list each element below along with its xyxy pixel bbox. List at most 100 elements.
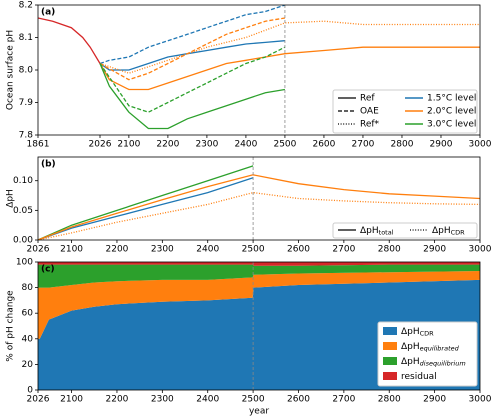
y-tick-label: 100: [16, 258, 33, 268]
legend-name: residual: [401, 372, 437, 382]
legend-label: 3.0°C level: [427, 120, 476, 130]
legend-swatch: [383, 372, 397, 380]
y-axis-label: Ocean surface pH: [6, 30, 16, 110]
x-tick-label: 2800: [391, 140, 414, 150]
line: [99, 40, 285, 71]
legend-swatch: [383, 327, 397, 335]
area: [38, 262, 480, 266]
x-tick-label: 2100: [117, 140, 140, 150]
x-tick-label: 2600: [287, 395, 310, 405]
x-tick-label: 2026: [27, 245, 50, 255]
plot-area: [38, 262, 480, 390]
y-tick-label: 40: [22, 334, 34, 344]
legend-label: Ref: [360, 94, 375, 104]
line: [99, 46, 286, 113]
y-axis-label: % of pH change: [6, 290, 16, 362]
x-tick-label: 2400: [234, 140, 257, 150]
line: [38, 165, 254, 240]
legend-name: ΔpH: [401, 342, 420, 352]
x-axis-label: year: [249, 407, 269, 417]
x-tick-label: 3000: [469, 245, 492, 255]
x-tick-label: 2200: [106, 245, 129, 255]
axes-frame: [37, 261, 481, 391]
x-tick-label: 2200: [106, 395, 129, 405]
x-tick-label: 2026: [89, 140, 112, 150]
legend-label: Ref*: [360, 120, 380, 130]
x-tick-label: 2900: [430, 140, 453, 150]
y-tick-label: 0.10: [13, 176, 33, 186]
line: [38, 177, 254, 240]
x-tick-label: 2500: [242, 245, 265, 255]
panel-label: (c): [41, 265, 55, 275]
plot-area: [38, 5, 480, 130]
area: [38, 279, 480, 390]
legend-box: [377, 321, 478, 387]
y-tick-label: 0: [27, 386, 33, 396]
legend-name: ΔpH: [360, 226, 379, 236]
legend-sub: disequilibrium: [420, 360, 466, 368]
area: [38, 264, 480, 288]
x-tick-label: 2500: [273, 140, 296, 150]
line: [99, 63, 286, 130]
x-tick-label: 2400: [196, 395, 219, 405]
x-tick-label: 2700: [352, 140, 375, 150]
legend-swatch: [383, 357, 397, 365]
y-tick-label: 7.9: [19, 98, 34, 108]
x-tick-label: 2300: [151, 395, 174, 405]
x-tick-label: 2100: [60, 395, 83, 405]
x-tick-label: 2900: [423, 245, 446, 255]
x-tick-label: 3000: [469, 140, 492, 150]
x-tick-label: 2700: [332, 395, 355, 405]
legend-label: ΔpHCDR: [432, 226, 465, 237]
x-tick-label: 2300: [195, 140, 218, 150]
legend-box: [332, 222, 478, 239]
legend-sub: total: [379, 229, 394, 237]
legend-label: ΔpHdisequilibrium: [401, 357, 466, 368]
line: [38, 191, 480, 240]
y-tick-label: 7.8: [19, 131, 34, 141]
y-tick-label: 0.00: [13, 236, 33, 246]
x-tick-label: 1861: [27, 140, 50, 150]
line: [99, 46, 480, 91]
y-tick-label: 20: [22, 360, 34, 370]
line: [99, 20, 480, 74]
legend-name: ΔpH: [401, 327, 420, 337]
line: [99, 17, 286, 81]
x-tick-label: 2700: [332, 245, 355, 255]
panel-label: (b): [41, 160, 56, 170]
panel-label: (a): [41, 8, 55, 18]
y-tick-label: 8.2: [19, 1, 33, 11]
x-tick-label: 2600: [287, 245, 310, 255]
legend-label: ΔpHtotal: [360, 226, 394, 237]
legend-label: ΔpHequilibrated: [401, 342, 460, 353]
legend-label: residual: [401, 372, 437, 382]
x-tick-label: 2500: [242, 395, 265, 405]
line: [99, 5, 286, 65]
legend-label: 2.0°C level: [427, 107, 476, 117]
x-tick-label: 2900: [423, 395, 446, 405]
legend-sub: equilibrated: [420, 345, 460, 353]
y-tick-label: 60: [22, 309, 34, 319]
x-tick-label: 2100: [60, 245, 83, 255]
y-tick-label: 80: [22, 283, 34, 293]
line: [38, 17, 101, 64]
x-tick-label: 2800: [378, 395, 401, 405]
y-tick-label: 8.0: [19, 66, 34, 76]
y-tick-label: 8.1: [19, 33, 33, 43]
x-tick-label: 3000: [469, 395, 492, 405]
area: [38, 271, 480, 339]
legend-sub: CDR: [420, 330, 435, 338]
y-tick-label: 0.05: [13, 206, 33, 216]
legend-name: ΔpH: [401, 357, 420, 367]
x-tick-label: 2300: [151, 245, 174, 255]
legend-sub: CDR: [451, 229, 466, 237]
y-axis-label: ΔpH: [6, 189, 16, 208]
legend-label: ΔpHCDR: [401, 327, 434, 338]
legend-swatch: [383, 342, 397, 350]
x-tick-label: 2026: [27, 395, 50, 405]
x-tick-label: 2200: [156, 140, 179, 150]
legend-name: ΔpH: [432, 226, 451, 236]
x-tick-label: 2800: [378, 245, 401, 255]
x-tick-label: 2400: [196, 245, 219, 255]
